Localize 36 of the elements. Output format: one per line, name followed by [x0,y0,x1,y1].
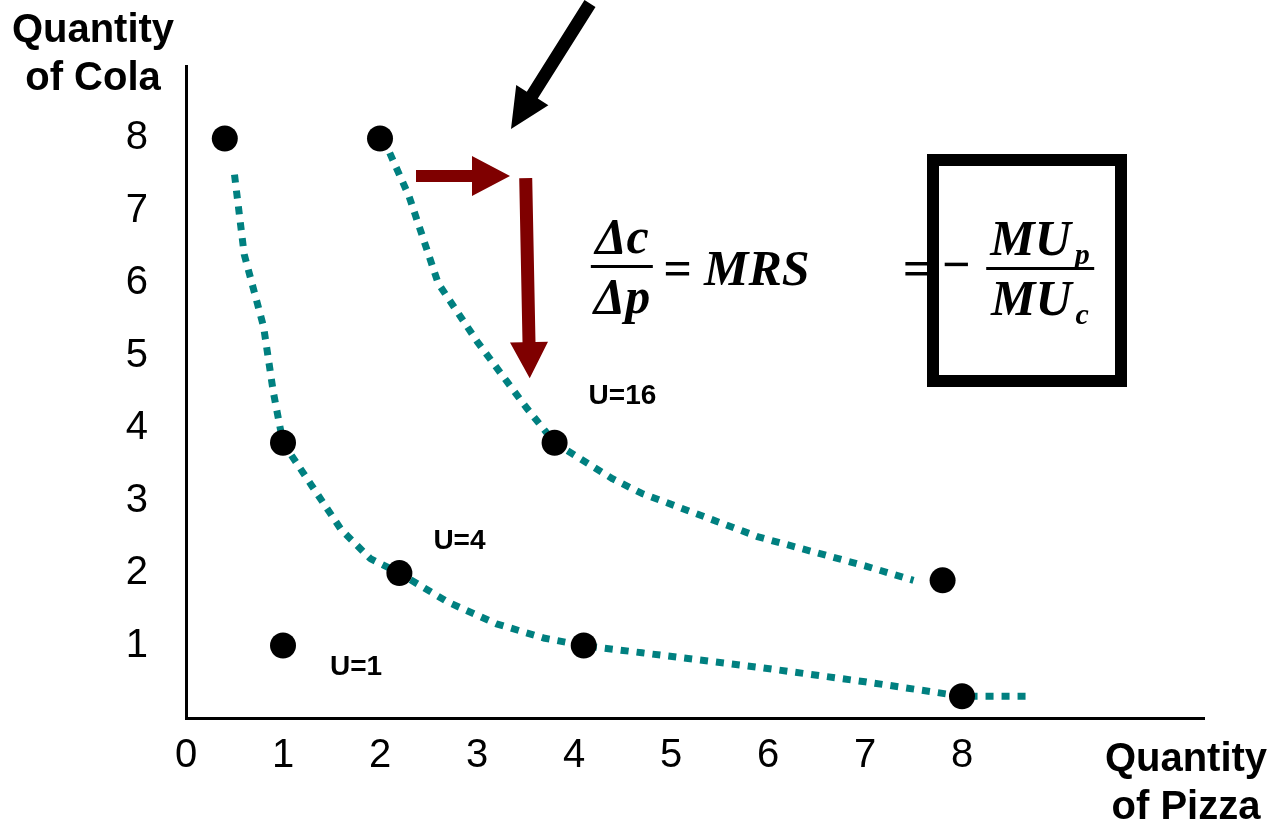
x-axis-title: Quantity of Pizza [1103,734,1269,829]
y-tick-label: 7 [125,185,148,230]
x-tick-label: 4 [562,731,586,776]
point [929,567,956,594]
annotation: − [940,235,972,292]
y-tick-label: 5 [125,330,148,375]
x-tick-label: 0 [174,731,198,776]
y-tick-label: 3 [125,475,148,520]
y-tick-label: 4 [125,403,148,448]
point [211,125,238,152]
y-tick-label: 2 [125,548,148,593]
point [367,125,393,152]
x-tick-label: 2 [368,731,392,776]
series-label: U=1 [330,650,383,682]
series-label: U=16 [588,379,657,411]
point [270,429,296,456]
x-tick-label: 7 [853,731,877,776]
x-tick-label: 8 [950,731,974,776]
y-tick-label: 1 [125,620,148,665]
series-label: U=4 [433,523,486,555]
x-tick-label: 6 [756,731,780,776]
annotation: MU$_{c}$ [989,269,1090,330]
annotation: Δc [591,208,653,268]
point [386,560,413,587]
x-tick-label: 3 [465,731,489,776]
x-tick-label: 1 [271,731,295,776]
x-tick-label: 5 [659,731,683,776]
point [949,683,975,710]
y-tick-label: 8 [125,113,148,158]
point [541,429,568,456]
y-tick-label: 6 [125,258,148,303]
annotation: = MRS [663,239,810,296]
point [270,632,296,659]
annotation: Δp [591,267,652,324]
y-axis-title: Quantity of Cola [10,5,176,100]
point [570,632,597,659]
